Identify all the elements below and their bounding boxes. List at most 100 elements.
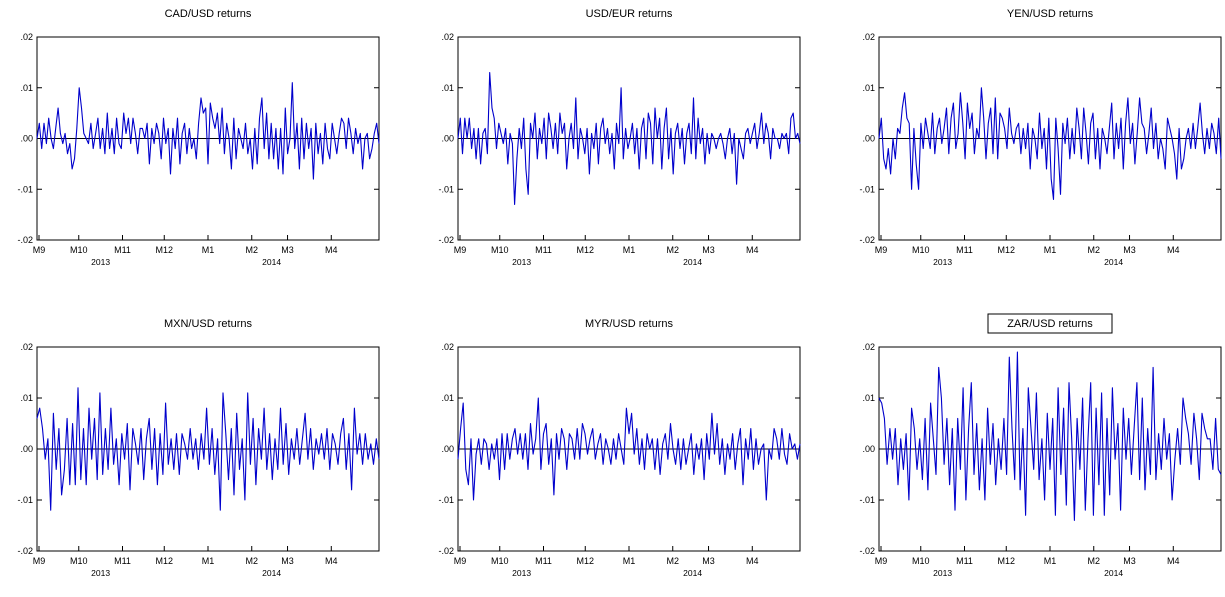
chart-5-ytick-label: .02: [441, 342, 454, 352]
chart-2-year-label: 2014: [683, 257, 702, 267]
chart-3-xtick-label: M9: [875, 245, 888, 255]
chart-3-year-label: 2013: [933, 257, 952, 267]
chart-1-ytick-label: -.02: [17, 235, 33, 245]
chart-4-year-label: 2014: [262, 568, 281, 578]
chart-4-xtick-label: M2: [245, 556, 258, 566]
chart-1-xtick-label: M10: [70, 245, 88, 255]
chart-3-xtick-label: M10: [912, 245, 930, 255]
chart-5-xtick-label: M3: [702, 556, 715, 566]
chart-6-ytick-label: -.01: [859, 495, 875, 505]
chart-6-xtick-label: M12: [997, 556, 1015, 566]
chart-2-ytick-label: .02: [441, 32, 454, 42]
chart-2-xtick-label: M9: [454, 245, 467, 255]
chart-5-ytick-label: -.01: [438, 495, 454, 505]
chart-6-ytick-label: .00: [862, 444, 875, 454]
chart-5-xtick-label: M1: [623, 556, 636, 566]
chart-1-xtick-label: M9: [33, 245, 46, 255]
chart-5-xtick-label: M2: [666, 556, 679, 566]
chart-5-title: MYR/USD returns: [585, 318, 674, 330]
chart-6-ytick-label: .01: [862, 393, 875, 403]
chart-3-xtick-label: M11: [956, 245, 973, 255]
chart-1-xtick-label: M12: [155, 245, 173, 255]
chart-4-xtick-label: M4: [325, 556, 338, 566]
chart-4-xtick-label: M10: [70, 556, 88, 566]
chart-5-ytick-label: .00: [441, 444, 454, 454]
chart-3-ytick-label: .00: [862, 134, 875, 144]
chart-5-xtick-label: M9: [454, 556, 467, 566]
chart-2-ytick-label: .00: [441, 134, 454, 144]
chart-5-year-label: 2013: [512, 568, 531, 578]
chart-2-xtick-label: M3: [702, 245, 715, 255]
chart-6-xtick-label: M1: [1044, 556, 1057, 566]
chart-3-series-line: [878, 87, 1222, 200]
chart-1-xtick-label: M3: [281, 245, 294, 255]
chart-5-series-line: [457, 397, 801, 501]
chart-2-xtick-label: M4: [746, 245, 759, 255]
chart-5-ytick-label: .01: [441, 393, 454, 403]
chart-6-xtick-label: M9: [875, 556, 888, 566]
chart-2-title: USD/EUR returns: [586, 8, 673, 20]
chart-2-xtick-label: M11: [535, 245, 552, 255]
chart-4-ytick-label: .01: [20, 393, 33, 403]
chart-6-xtick-label: M4: [1167, 556, 1180, 566]
chart-4-xtick-label: M12: [155, 556, 173, 566]
chart-5-year-label: 2014: [683, 568, 702, 578]
chart-6-ytick-label: .02: [862, 342, 875, 352]
chart-1-ytick-label: -.01: [17, 184, 33, 194]
chart-1-xtick-label: M2: [245, 245, 258, 255]
chart-4-ytick-label: .00: [20, 444, 33, 454]
chart-6-xtick-label: M11: [956, 556, 973, 566]
chart-6-year-label: 2014: [1104, 568, 1123, 578]
chart-3-xtick-label: M4: [1167, 245, 1180, 255]
chart-1-title: CAD/USD returns: [165, 8, 252, 20]
chart-1-year-label: 2013: [91, 257, 110, 267]
chart-6-year-label: 2013: [933, 568, 952, 578]
chart-4-xtick-label: M11: [114, 556, 131, 566]
chart-3-year-label: 2014: [1104, 257, 1123, 267]
chart-6-xtick-label: M2: [1087, 556, 1100, 566]
chart-1-series-line: [36, 82, 380, 180]
chart-3-ytick-label: .02: [862, 32, 875, 42]
chart-2-series-line: [457, 71, 801, 206]
chart-1-xtick-label: M1: [202, 245, 215, 255]
chart-4-year-label: 2013: [91, 568, 110, 578]
chart-6-ytick-label: -.02: [859, 546, 875, 556]
chart-4-ytick-label: .02: [20, 342, 33, 352]
chart-4-series-line: [36, 387, 380, 511]
chart-4-xtick-label: M1: [202, 556, 215, 566]
chart-1-xtick-label: M11: [114, 245, 131, 255]
chart-4-ytick-label: -.01: [17, 495, 33, 505]
chart-2-xtick-label: M1: [623, 245, 636, 255]
chart-2-xtick-label: M12: [576, 245, 594, 255]
chart-5-xtick-label: M11: [535, 556, 552, 566]
chart-2-ytick-label: .01: [441, 83, 454, 93]
chart-3-xtick-label: M2: [1087, 245, 1100, 255]
chart-2-ytick-label: -.01: [438, 184, 454, 194]
chart-3-ytick-label: -.01: [859, 184, 875, 194]
chart-5-ytick-label: -.02: [438, 546, 454, 556]
chart-3-ytick-label: -.02: [859, 235, 875, 245]
chart-1-year-label: 2014: [262, 257, 281, 267]
chart-5-xtick-label: M4: [746, 556, 759, 566]
chart-5-xtick-label: M12: [576, 556, 594, 566]
chart-6-xtick-label: M3: [1123, 556, 1136, 566]
chart-6-title-box: [987, 313, 1113, 334]
chart-3-title: YEN/USD returns: [1007, 8, 1094, 20]
chart-4-xtick-label: M3: [281, 556, 294, 566]
chart-1-ytick-label: .00: [20, 134, 33, 144]
chart-2-xtick-label: M2: [666, 245, 679, 255]
chart-3-xtick-label: M12: [997, 245, 1015, 255]
chart-2-ytick-label: -.02: [438, 235, 454, 245]
chart-3-xtick-label: M1: [1044, 245, 1057, 255]
chart-2-year-label: 2013: [512, 257, 531, 267]
chart-1-xtick-label: M4: [325, 245, 338, 255]
chart-3-ytick-label: .01: [862, 83, 875, 93]
chart-6-series-line: [878, 351, 1222, 521]
chart-1-ytick-label: .02: [20, 32, 33, 42]
